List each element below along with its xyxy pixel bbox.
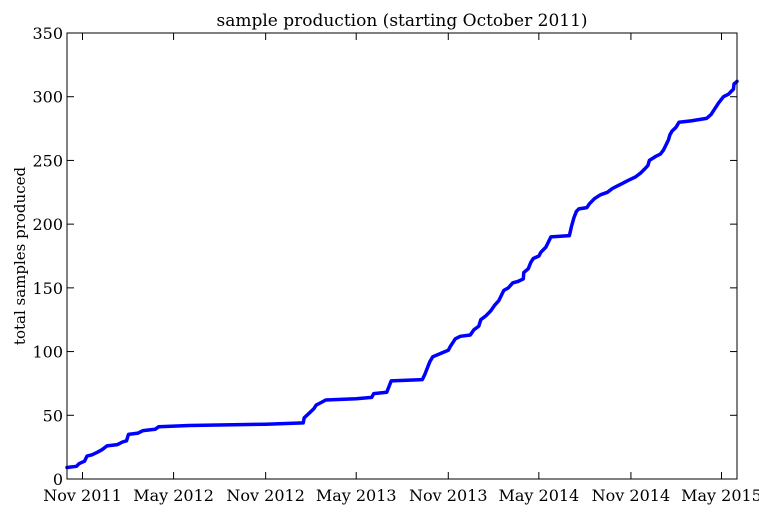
y-tick-label: 200	[32, 215, 63, 234]
x-tick-label: May 2012	[133, 486, 214, 505]
y-tick-label: 50	[43, 406, 63, 425]
y-tick-label: 350	[32, 24, 63, 43]
x-tick-label: Nov 2012	[226, 486, 304, 505]
y-tick-label: 250	[32, 151, 63, 170]
x-tick-label: May 2015	[681, 486, 759, 505]
x-tick-label: May 2014	[498, 486, 579, 505]
x-tick-label: Nov 2013	[409, 486, 487, 505]
axis-ticks: Nov 2011 May 2012 Nov 2012 May 2013 Nov 2013…	[32, 24, 759, 505]
y-tick-label: 100	[32, 343, 63, 362]
x-tick-label: May 2013	[316, 486, 397, 505]
y-tick-label: 0	[53, 470, 63, 489]
x-tick-label: Nov 2014	[592, 486, 670, 505]
y-axis-label: total samples produced	[11, 167, 29, 346]
chart-title: sample production (starting October 2011…	[216, 11, 587, 31]
series-layer	[65, 79, 739, 470]
y-tick-label: 300	[32, 88, 63, 107]
series-line	[65, 79, 739, 470]
y-tick-label: 150	[32, 279, 63, 298]
plot-frame	[66, 32, 738, 480]
x-tick-label: Nov 2011	[43, 486, 121, 505]
